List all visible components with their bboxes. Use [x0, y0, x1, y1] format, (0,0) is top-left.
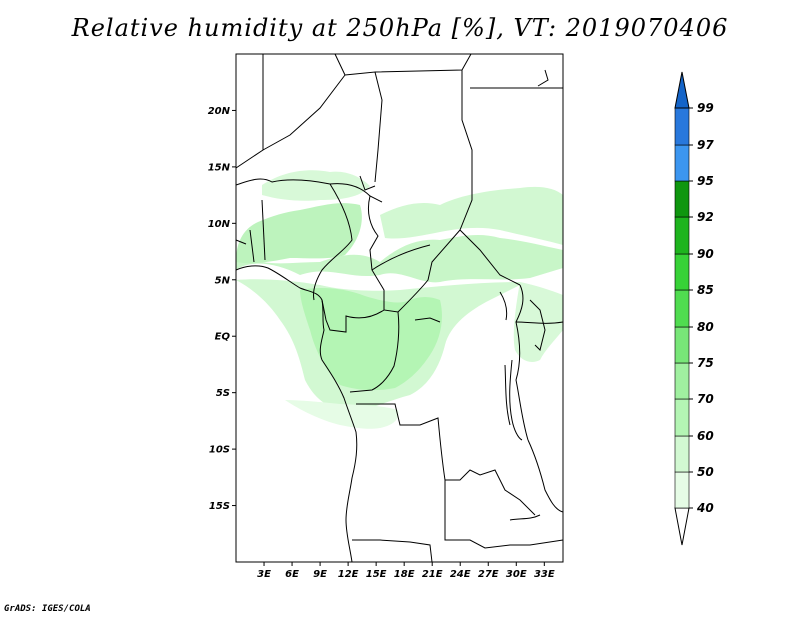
lat-tick-label: 5S — [216, 388, 230, 399]
colorbar-segment — [674, 289, 690, 328]
humidity-region — [285, 400, 399, 429]
humidity-region — [236, 203, 362, 264]
colorbar-label: 70 — [697, 392, 714, 406]
colorbar-segment — [674, 435, 690, 473]
lon-tick-label: 12E — [338, 569, 359, 580]
colorbar-label: 60 — [697, 429, 714, 443]
lon-tick-label: 24E — [450, 569, 471, 580]
colorbar-segment — [674, 216, 690, 255]
country-borders — [235, 53, 564, 563]
lat-tick-label: EQ — [215, 332, 231, 343]
colorbar-label: 75 — [697, 356, 714, 370]
lon-tick-label: 9E — [313, 569, 327, 580]
lon-tick-label: 3E — [257, 569, 271, 580]
colorbar-label: 80 — [697, 320, 714, 334]
humidity-region — [513, 282, 563, 362]
lon-tick-label: 30E — [506, 569, 527, 580]
longitude-axis: 3E 6E 9E 12E 15E 18E 21E 24E 27E 30E 33E — [257, 562, 555, 580]
colorbar-label: 97 — [697, 138, 714, 152]
lon-tick-label: 21E — [422, 569, 443, 580]
colorbar-segment — [674, 362, 690, 400]
colorbar-label: 50 — [697, 465, 714, 479]
colorbar-label: 85 — [697, 283, 714, 297]
colorbar-segment — [674, 398, 690, 437]
colorbar-segment — [674, 507, 690, 546]
colorbar-label: 90 — [697, 247, 714, 261]
lat-tick-label: 10N — [208, 219, 231, 230]
map-title: Relative humidity at 250hPa [%], VT: 201… — [71, 14, 729, 42]
lon-tick-label: 18E — [394, 569, 415, 580]
colorbar-segment — [674, 144, 690, 182]
humidity-region — [380, 186, 563, 245]
colorbar-segment — [674, 107, 690, 146]
lat-tick-label: 5N — [215, 275, 231, 286]
colorbar-label: 92 — [697, 210, 714, 224]
footer-credit: GrADS: IGES/COLA — [4, 604, 91, 614]
lon-tick-label: 27E — [478, 569, 499, 580]
lon-tick-label: 6E — [285, 569, 299, 580]
colorbar-segment — [674, 180, 690, 218]
lat-tick-label: 15N — [208, 162, 231, 173]
map-frame — [235, 53, 564, 563]
colorbar-segment — [674, 471, 690, 509]
lon-tick-label: 33E — [534, 569, 555, 580]
humidity-region — [262, 170, 370, 201]
lat-tick-label: 10S — [209, 445, 230, 456]
humidity-region — [300, 288, 442, 391]
colorbar-label: 40 — [696, 501, 714, 515]
lon-tick-label: 15E — [366, 569, 387, 580]
humidity-region — [236, 234, 563, 283]
latitude-axis: 20N 15N 10N 5N EQ 5S 10S 15S — [208, 106, 236, 512]
lat-tick-label: 20N — [208, 106, 231, 117]
colorbar-segment — [674, 326, 690, 364]
colorbar-label: 95 — [697, 174, 714, 188]
colorbar-label: 99 — [697, 101, 714, 115]
humidity-shading — [236, 170, 563, 429]
colorbar-segment — [674, 253, 690, 291]
colorbar: 40 50 60 70 75 80 85 90 92 95 97 99 — [674, 71, 714, 546]
colorbar-segment — [674, 71, 690, 109]
coastline — [235, 265, 358, 563]
lat-tick-label: 15S — [209, 501, 230, 512]
